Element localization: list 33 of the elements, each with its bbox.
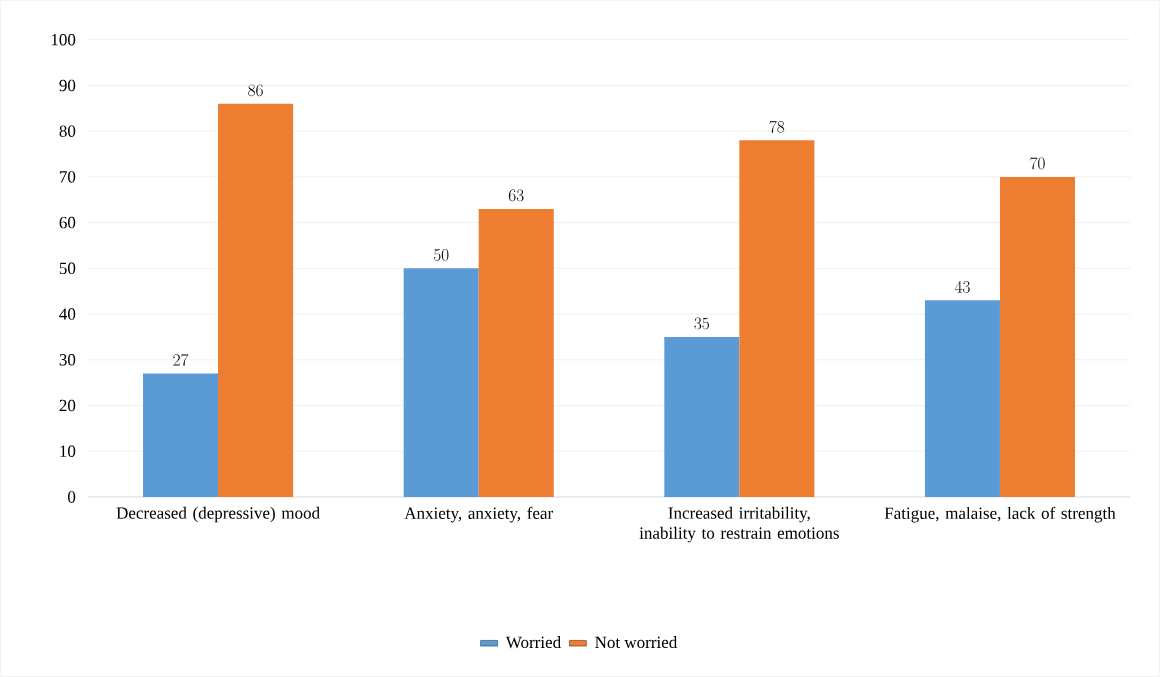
y-tick-label: 70 [59, 171, 76, 183]
data-label: 86 [248, 84, 263, 97]
y-tick-label: 80 [59, 125, 76, 138]
data-label: 43 [954, 281, 970, 293]
y-tick-label: 50 [59, 262, 76, 275]
data-label: 70 [1030, 157, 1045, 170]
y-tick-label: 30 [59, 354, 76, 366]
y-tick-label: 10 [60, 445, 76, 458]
bar [143, 373, 219, 498]
y-tick-label: 20 [59, 399, 76, 412]
y-tick-label: 100 [51, 34, 76, 46]
legend-label: Not worried [595, 636, 678, 649]
bar [403, 268, 479, 498]
bar [478, 209, 554, 498]
bar [924, 300, 1000, 498]
x-tick-label: Fatigue, malaise, lack of strength [884, 506, 1116, 523]
x-tick-label: Anxiety, anxiety, fear [404, 506, 554, 523]
data-label: 50 [433, 249, 449, 261]
legend-label: Worried [505, 636, 561, 649]
data-label: 63 [508, 189, 524, 202]
bar [218, 103, 294, 498]
bar [664, 337, 740, 498]
y-tick-label: 60 [59, 216, 76, 229]
x-tick-label: Increased irritability, inability to restrain emotions [639, 506, 839, 543]
data-label: 27 [173, 354, 189, 367]
bar [739, 140, 815, 498]
y-tick-label: 0 [68, 491, 76, 503]
bar [999, 177, 1075, 498]
x-tick-label: Decreased (depressive) mood [116, 506, 320, 523]
data-label: 78 [769, 120, 785, 133]
y-tick-label: 40 [59, 308, 76, 320]
data-label: 35 [694, 317, 710, 330]
y-tick-label: 90 [59, 79, 76, 92]
